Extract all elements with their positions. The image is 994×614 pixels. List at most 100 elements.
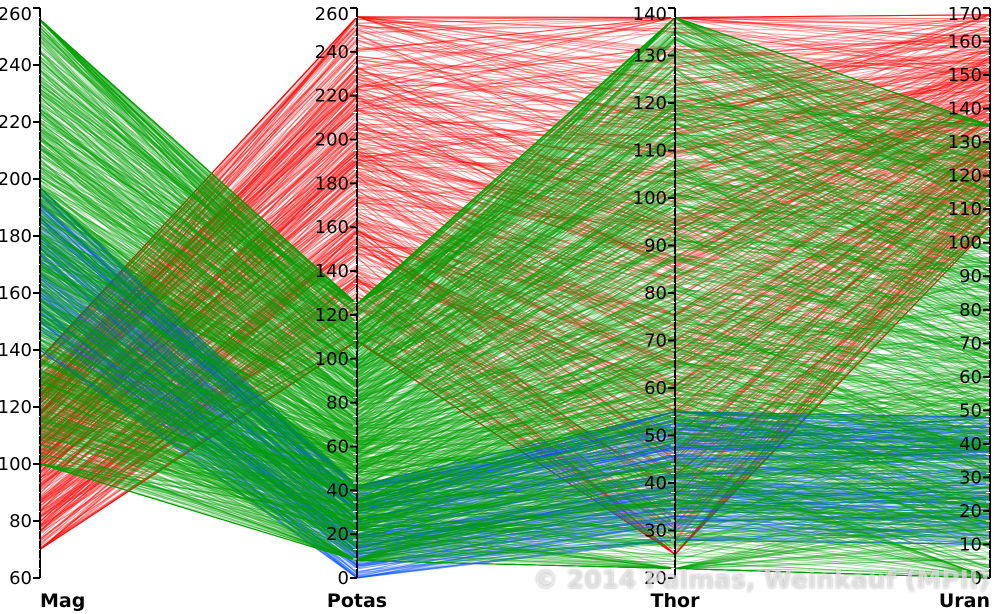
polyline <box>39 155 991 500</box>
polyline <box>39 19 991 305</box>
polyline <box>39 218 991 503</box>
polyline <box>39 343 991 524</box>
polyline <box>39 41 991 422</box>
polyline <box>39 170 991 450</box>
polyline <box>39 416 991 579</box>
polyline <box>39 362 991 470</box>
polyline <box>39 202 991 492</box>
polyline <box>39 48 991 432</box>
polyline <box>39 16 991 314</box>
polyline <box>39 252 991 432</box>
tick-label: 120 <box>633 93 667 114</box>
polyline <box>39 64 991 397</box>
polyline <box>39 147 991 426</box>
polyline <box>39 61 991 360</box>
polyline <box>39 16 991 384</box>
polyline <box>39 404 991 525</box>
polyline <box>39 463 991 562</box>
polyline <box>39 248 991 525</box>
polyline <box>39 142 991 477</box>
polyline <box>39 116 991 479</box>
polyline <box>39 187 991 487</box>
polyline <box>39 218 991 452</box>
polyline <box>39 79 991 388</box>
polyline <box>39 374 991 510</box>
polyline <box>39 193 991 508</box>
polyline <box>39 328 991 539</box>
polyline <box>39 19 991 305</box>
polyline <box>39 343 991 509</box>
polyline <box>39 414 991 579</box>
polyline <box>39 440 991 527</box>
polyline <box>39 267 991 482</box>
polyline <box>39 131 991 395</box>
polyline <box>39 203 991 491</box>
polyline <box>39 94 991 447</box>
polyline <box>39 254 991 543</box>
polyline <box>39 70 991 398</box>
polyline <box>39 33 991 402</box>
polyline <box>39 388 991 550</box>
polyline <box>39 342 991 460</box>
polyline <box>39 32 991 305</box>
polyline <box>39 193 991 487</box>
polyline <box>39 114 991 440</box>
polyline <box>39 348 991 480</box>
polylines-layer <box>39 14 991 579</box>
polyline <box>39 328 991 531</box>
polyline <box>39 152 991 512</box>
polyline <box>39 193 991 409</box>
polyline <box>39 265 991 456</box>
polyline <box>39 151 991 393</box>
polyline <box>39 164 991 392</box>
polyline <box>39 349 991 566</box>
polyline <box>39 195 991 555</box>
polyline <box>39 289 991 549</box>
polyline <box>39 333 991 515</box>
polyline <box>39 291 991 556</box>
polyline <box>39 66 991 397</box>
polyline <box>39 26 991 414</box>
polyline <box>39 92 991 381</box>
polyline <box>39 331 991 461</box>
polyline <box>39 264 991 440</box>
polyline <box>39 312 991 552</box>
polyline <box>39 132 991 369</box>
polyline <box>39 272 991 509</box>
polyline <box>39 175 991 405</box>
polyline <box>39 195 991 555</box>
polyline <box>39 194 991 432</box>
polyline <box>39 43 991 388</box>
polyline <box>39 463 991 570</box>
polyline <box>39 184 991 453</box>
polyline <box>39 103 991 404</box>
polyline <box>39 247 991 513</box>
polyline <box>39 137 991 378</box>
polyline <box>39 309 991 461</box>
polyline <box>39 237 991 544</box>
polyline <box>39 463 991 562</box>
polyline <box>39 264 991 485</box>
polyline <box>39 384 991 529</box>
polyline <box>39 237 991 405</box>
polyline <box>39 16 991 335</box>
polyline <box>39 253 991 460</box>
polyline <box>39 320 991 526</box>
polyline <box>39 338 991 488</box>
polyline <box>39 309 991 505</box>
polyline <box>39 420 991 499</box>
polyline <box>39 246 991 521</box>
polyline <box>39 104 991 365</box>
polyline <box>39 374 991 562</box>
polyline <box>39 19 991 318</box>
polyline <box>39 389 991 522</box>
polyline <box>39 275 991 526</box>
polyline <box>39 195 991 523</box>
polyline <box>39 16 991 314</box>
polyline <box>39 111 991 459</box>
polyline <box>39 14 991 359</box>
polyline <box>39 370 991 466</box>
polyline <box>39 267 991 437</box>
polyline <box>39 308 991 480</box>
polyline <box>39 187 991 534</box>
